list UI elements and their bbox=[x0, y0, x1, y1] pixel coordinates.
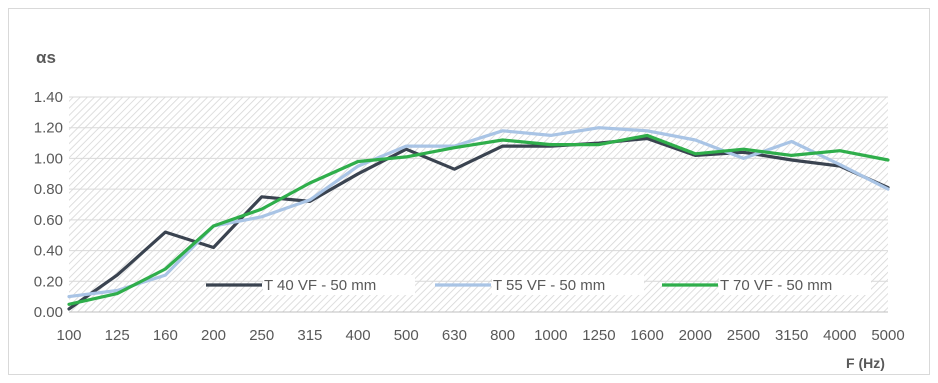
x-tick-label: 3150 bbox=[775, 327, 808, 344]
x-tick-label: 1250 bbox=[582, 327, 615, 344]
legend-label-2: T 55 VF - 50 mm bbox=[493, 277, 605, 294]
x-tick-label: 2000 bbox=[679, 327, 712, 344]
y-tick-label: 0.20 bbox=[34, 273, 63, 290]
series-line-1 bbox=[67, 136, 890, 311]
y-tick-label: 1.00 bbox=[34, 150, 63, 167]
x-tick-label: 5000 bbox=[871, 327, 904, 344]
y-tick-label: 1.40 bbox=[34, 89, 63, 106]
x-tick-label: 100 bbox=[56, 327, 81, 344]
y-tick-label: 0.00 bbox=[34, 304, 63, 321]
y-axis-title: αs bbox=[36, 48, 56, 67]
y-tick-label: 0.80 bbox=[34, 181, 63, 198]
x-tick-label: 1600 bbox=[630, 327, 663, 344]
x-tick-label: 500 bbox=[394, 327, 419, 344]
x-tick-label: 125 bbox=[105, 327, 130, 344]
legend-label-1: T 40 VF - 50 mm bbox=[264, 277, 376, 294]
x-tick-label: 2500 bbox=[727, 327, 760, 344]
y-tick-label: 0.40 bbox=[34, 243, 63, 260]
x-tick-label: 250 bbox=[249, 327, 274, 344]
x-tick-label: 4000 bbox=[823, 327, 856, 344]
y-tick-label: 1.20 bbox=[34, 120, 63, 137]
x-tick-label: 315 bbox=[297, 327, 322, 344]
legend-label-bg bbox=[492, 275, 644, 295]
series-line-3 bbox=[67, 133, 890, 306]
x-tick-label: 400 bbox=[346, 327, 371, 344]
x-tick-label: 800 bbox=[490, 327, 515, 344]
x-axis-title: F (Hz) bbox=[846, 355, 885, 371]
legend-label-3: T 70 VF - 50 mm bbox=[720, 277, 832, 294]
x-tick-label: 200 bbox=[201, 327, 226, 344]
x-tick-label: 1000 bbox=[534, 327, 567, 344]
y-tick-label: 0.60 bbox=[34, 212, 63, 229]
legend-label-bg bbox=[719, 275, 871, 295]
legend-label-bg bbox=[263, 275, 415, 295]
x-tick-label: 630 bbox=[442, 327, 467, 344]
chart-frame bbox=[8, 8, 930, 375]
x-tick-label: 160 bbox=[153, 327, 178, 344]
